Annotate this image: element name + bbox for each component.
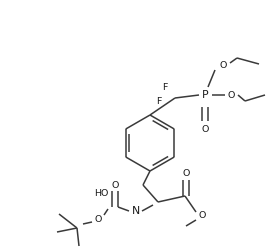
- Text: O: O: [227, 91, 235, 99]
- Text: HO: HO: [94, 188, 108, 197]
- Text: F: F: [162, 84, 168, 93]
- Text: F: F: [156, 96, 162, 105]
- Text: O: O: [182, 169, 190, 179]
- Text: P: P: [202, 90, 208, 100]
- Text: O: O: [201, 125, 209, 134]
- Text: O: O: [219, 62, 227, 70]
- Text: O: O: [111, 181, 119, 189]
- Text: N: N: [132, 206, 140, 216]
- Text: O: O: [198, 211, 206, 219]
- Text: O: O: [94, 215, 102, 223]
